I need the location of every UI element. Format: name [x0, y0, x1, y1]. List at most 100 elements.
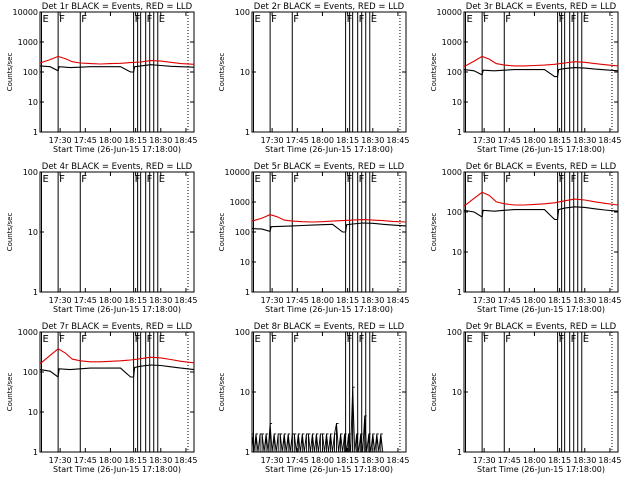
marker-label: E	[371, 334, 377, 345]
marker-label: E	[467, 334, 473, 345]
chart-title: Det 5r BLACK = Events, RED = LLD	[254, 162, 405, 172]
y-tick-label: 1	[245, 288, 250, 297]
y-tick-label: 10	[452, 388, 462, 397]
x-tick-label: 17:30	[261, 296, 284, 305]
x-tick-label: 18:45	[174, 136, 197, 145]
marker-label: E	[371, 14, 377, 25]
chart-title: Det 7r BLACK = Events, RED = LLD	[42, 322, 193, 332]
chart-panel: Det 4r BLACK = Events, RED = LLDEFFFFE11…	[6, 162, 197, 314]
y-tick-label: 1	[457, 128, 462, 137]
x-tick-label: 17:45	[286, 296, 309, 305]
marker-label: E	[159, 174, 165, 185]
y-tick-label: 1000	[442, 38, 462, 47]
x-tick-label: 17:45	[286, 456, 309, 465]
x-axis-label: Start Time (26-Jun-15 17:18:00)	[265, 305, 393, 314]
y-tick-label: 1000	[442, 168, 462, 177]
marker-label: F	[59, 334, 65, 345]
series-line	[463, 55, 619, 68]
x-tick-label: 18:45	[386, 136, 409, 145]
x-tick-label: 18:45	[598, 456, 621, 465]
x-tick-label: 18:00	[99, 136, 122, 145]
x-tick-label: 17:30	[49, 456, 72, 465]
y-tick-label: 1000	[230, 198, 250, 207]
x-tick-label: 17:45	[74, 136, 97, 145]
x-tick-label: 17:45	[498, 136, 521, 145]
x-tick-label: 18:45	[174, 456, 197, 465]
marker-label: F	[483, 334, 489, 345]
x-tick-label: 18:30	[149, 456, 172, 465]
x-tick-label: 18:00	[99, 456, 122, 465]
x-tick-label: 18:30	[573, 456, 596, 465]
marker-label: F	[81, 174, 87, 185]
x-tick-label: 18:15	[124, 136, 147, 145]
y-tick-label: 1000	[18, 328, 38, 337]
y-axis-label: Counts/sec	[218, 53, 226, 92]
series-line	[463, 191, 619, 207]
marker-label: F	[483, 174, 489, 185]
marker-label: F	[271, 174, 277, 185]
x-tick-label: 17:30	[49, 136, 72, 145]
x-axis-label: Start Time (26-Jun-15 17:18:00)	[53, 465, 181, 474]
x-tick-label: 18:00	[523, 296, 546, 305]
series-line	[251, 386, 385, 453]
x-tick-label: 18:30	[573, 136, 596, 145]
x-tick-label: 18:00	[99, 296, 122, 305]
x-tick-label: 18:00	[311, 456, 334, 465]
marker-label: E	[583, 334, 589, 345]
marker-label: F	[293, 14, 299, 25]
marker-label: E	[43, 14, 49, 25]
chart-panel: Det 1r BLACK = Events, RED = LLDEFFFFE11…	[6, 2, 197, 154]
x-tick-label: 18:30	[361, 296, 384, 305]
marker-label: F	[293, 334, 299, 345]
chart-title: Det 4r BLACK = Events, RED = LLD	[42, 162, 193, 172]
chart-title: Det 6r BLACK = Events, RED = LLD	[466, 162, 617, 172]
y-tick-label: 100	[447, 208, 462, 217]
plot-frame	[463, 171, 619, 293]
plot-frame	[39, 331, 195, 453]
x-tick-label: 18:00	[311, 136, 334, 145]
x-tick-label: 18:00	[523, 136, 546, 145]
chart-panel: Det 5r BLACK = Events, RED = LLDEFFFFE11…	[218, 162, 409, 314]
chart-panel: Det 2r BLACK = Events, RED = LLDEFFFFE11…	[218, 2, 409, 154]
chart-panel: Det 9r BLACK = Events, RED = LLDEFFFFE11…	[430, 322, 621, 474]
x-tick-label: 18:15	[336, 136, 359, 145]
series-line	[39, 64, 195, 73]
marker-label: F	[271, 14, 277, 25]
y-tick-label: 100	[447, 328, 462, 337]
x-tick-label: 17:30	[473, 136, 496, 145]
y-tick-label: 1	[457, 288, 462, 297]
marker-label: E	[159, 334, 165, 345]
marker-label: F	[505, 334, 511, 345]
series-line	[251, 222, 407, 233]
x-tick-label: 18:15	[548, 296, 571, 305]
x-tick-label: 18:45	[386, 456, 409, 465]
y-tick-label: 100	[235, 328, 250, 337]
x-tick-label: 18:45	[598, 296, 621, 305]
x-tick-label: 18:15	[124, 296, 147, 305]
y-tick-label: 10	[28, 408, 38, 417]
y-axis-label: Counts/sec	[6, 373, 14, 412]
y-tick-label: 1000	[18, 38, 38, 47]
x-tick-label: 18:15	[124, 456, 147, 465]
y-axis-label: Counts/sec	[6, 213, 14, 252]
x-tick-label: 17:45	[74, 296, 97, 305]
x-axis-label: Start Time (26-Jun-15 17:18:00)	[265, 465, 393, 474]
chart-title: Det 2r BLACK = Events, RED = LLD	[254, 2, 405, 12]
x-tick-label: 18:45	[386, 296, 409, 305]
marker-label: E	[43, 174, 49, 185]
y-tick-label: 10000	[437, 8, 462, 17]
y-tick-label: 1	[457, 448, 462, 457]
y-tick-label: 1	[245, 448, 250, 457]
y-tick-label: 100	[447, 68, 462, 77]
y-tick-label: 10	[240, 68, 250, 77]
x-tick-label: 18:30	[149, 136, 172, 145]
chart-panel: Det 6r BLACK = Events, RED = LLDEFFFFE11…	[430, 162, 621, 314]
marker-label: F	[505, 14, 511, 25]
marker-label: F	[81, 334, 87, 345]
y-axis-label: Counts/sec	[430, 373, 438, 412]
x-axis-label: Start Time (26-Jun-15 17:18:00)	[477, 305, 605, 314]
y-tick-label: 100	[235, 228, 250, 237]
x-tick-label: 17:45	[74, 456, 97, 465]
x-tick-label: 18:30	[361, 456, 384, 465]
marker-label: F	[271, 334, 277, 345]
